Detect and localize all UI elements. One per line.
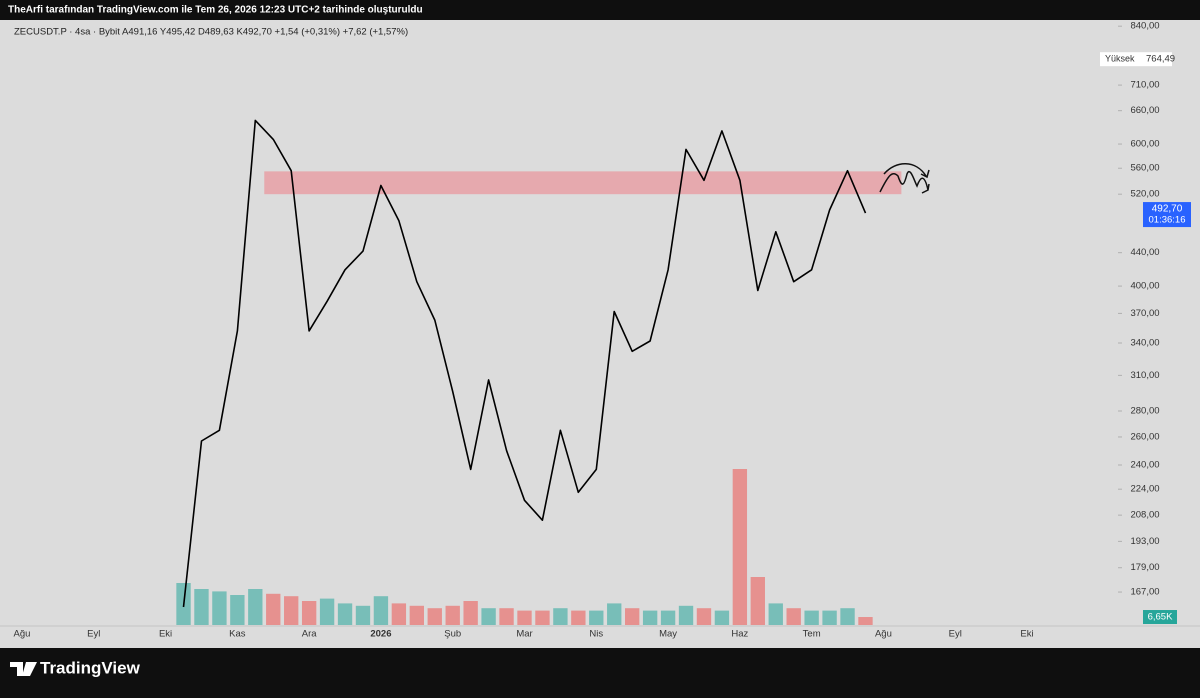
x-tick-label: 2026 (370, 629, 391, 640)
volume-bar (750, 577, 765, 625)
y-tick-label: 310,00 (1130, 370, 1159, 381)
high-box (1100, 52, 1172, 67)
y-tick-label: 840,00 (1130, 21, 1159, 32)
x-tick-label: Eki (159, 629, 172, 640)
volume-bar (481, 608, 496, 625)
volume-bar (607, 603, 622, 625)
volume-bar (732, 469, 748, 625)
volume-bar (212, 591, 227, 625)
y-tick-label: 370,00 (1130, 308, 1159, 319)
x-tick-label: Ara (302, 629, 318, 640)
y-tick-label: 280,00 (1130, 406, 1159, 417)
y-tick-label: 260,00 (1130, 431, 1159, 442)
volume-bar (696, 608, 712, 625)
volume-bar (463, 601, 478, 625)
volume-bar (248, 589, 263, 625)
y-tick-label: 208,00 (1130, 510, 1159, 521)
brand-logo (10, 662, 37, 676)
footer-bar (0, 648, 1200, 693)
volume-bar (714, 610, 730, 625)
y-tick-label: 520,00 (1130, 189, 1159, 200)
volume-bar (355, 605, 371, 625)
volume-bar (319, 598, 335, 625)
x-tick-label: Ağu (875, 629, 892, 640)
volume-bar (786, 608, 801, 625)
last-volume-label: 6,65K (1148, 612, 1173, 623)
volume-bar (499, 608, 514, 625)
plot: 840,00 710,00 660,00 600,00 560,00 520,00 440,… (14, 21, 1191, 640)
y-tick-label: 193,00 (1130, 536, 1159, 547)
last-price-box (1143, 202, 1191, 228)
volume-bar (427, 608, 442, 625)
y-tick-label: 440,00 (1130, 247, 1159, 258)
x-tick-label: Kas (229, 629, 246, 640)
volume-bar (301, 601, 317, 625)
y-tick-label: 710,00 (1130, 80, 1159, 91)
volume-bar (284, 596, 299, 625)
x-tick-label: May (659, 629, 677, 640)
y-tick-label: 240,00 (1130, 460, 1159, 471)
volume-bar (445, 605, 460, 625)
volume-bar (678, 605, 694, 625)
volume-bar (266, 593, 281, 625)
header-bar (0, 0, 1200, 20)
price-zone (264, 171, 902, 195)
volume-bar (660, 610, 676, 625)
volume-bar (822, 610, 837, 625)
y-tick-label: 340,00 (1130, 338, 1159, 349)
y-tick-label: 560,00 (1130, 163, 1159, 174)
x-tick-label: Şub (444, 629, 461, 640)
chart-area (0, 20, 1200, 648)
x-tick-label: Eyl (87, 629, 100, 640)
x-tick-label: Nis (589, 629, 603, 640)
high-label: 764,49 (1146, 54, 1175, 65)
y-tick-label: 167,00 (1130, 587, 1159, 598)
x-tick-label: Tem (803, 629, 821, 640)
header-title: TheArfi tarafından TradingView.com ile T… (8, 5, 423, 16)
y-tick-label: 179,00 (1130, 562, 1159, 573)
volume-bar (535, 610, 550, 625)
volume-bar (571, 610, 586, 625)
y-tick-label: 400,00 (1130, 281, 1159, 292)
legend: ZECUSDT.P · 4sa · Bybit A491,16 Y495,42 … (14, 27, 408, 38)
volume-bar (373, 596, 389, 625)
y-tick-label: 600,00 (1130, 139, 1159, 150)
x-tick-label: Eyl (949, 629, 962, 640)
volume-bar (642, 610, 658, 625)
volume-bar (230, 595, 245, 625)
volume-bar (391, 603, 407, 625)
last-price-label: 492,70 (1152, 204, 1183, 215)
countdown: 01:36:16 (1149, 215, 1186, 226)
x-tick-label: Eki (1020, 629, 1033, 640)
volume-bar (589, 610, 604, 625)
volume-bar (337, 603, 353, 625)
x-tick-label: Mar (516, 629, 532, 640)
x-tick-label: Haz (731, 629, 748, 640)
last-volume-box (1143, 610, 1177, 625)
price-line (182, 119, 867, 608)
high-name: Yüksek (1105, 54, 1135, 64)
volume-bar (409, 605, 424, 625)
volume-bar (194, 589, 209, 625)
volume-bar (804, 610, 819, 625)
brand-name: TradingView (40, 658, 141, 677)
volume-bar (858, 617, 873, 625)
volume-bar (768, 603, 783, 625)
volume-bar (625, 608, 640, 625)
y-tick-label: 660,00 (1130, 105, 1159, 116)
volume-bar (840, 608, 855, 625)
x-tick-label: Ağu (14, 629, 31, 640)
volume-bar (517, 610, 532, 625)
volume-bar (553, 608, 568, 625)
y-tick-label: 224,00 (1130, 484, 1159, 495)
drawing-annotation (879, 163, 930, 194)
